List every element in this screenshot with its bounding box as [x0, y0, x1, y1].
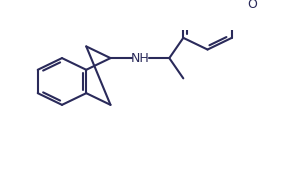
- Text: NH: NH: [131, 52, 149, 65]
- Text: O: O: [248, 0, 257, 11]
